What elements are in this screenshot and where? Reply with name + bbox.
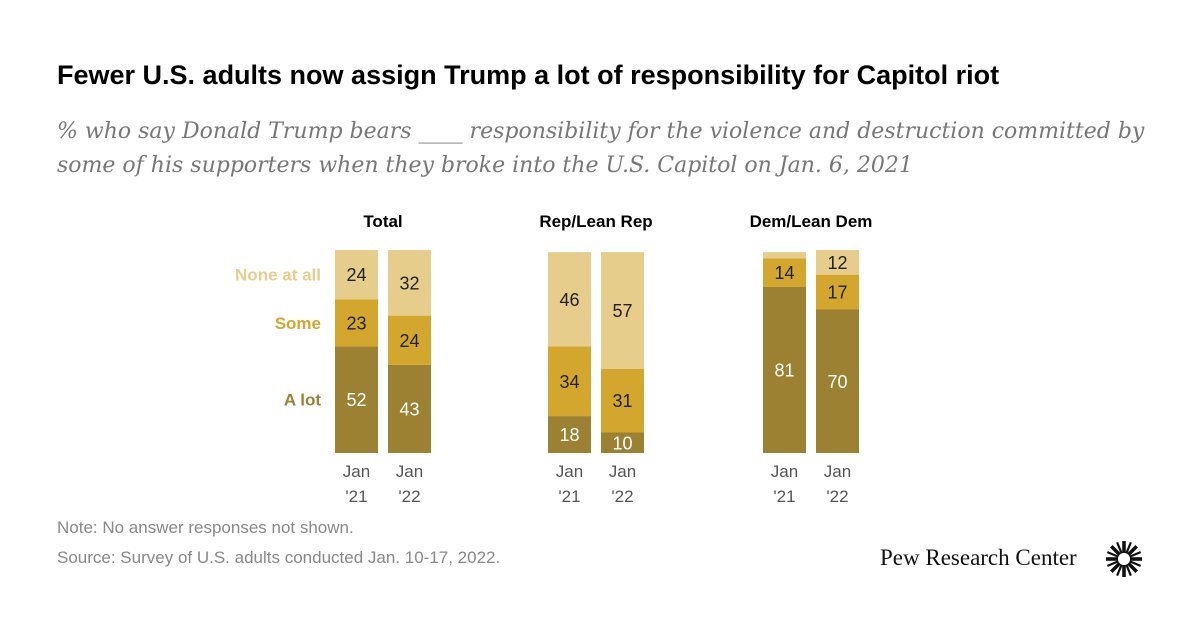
bar-value-label: 10 [612, 433, 632, 453]
bar-value-label: 46 [559, 290, 579, 310]
bar-value-label: 23 [346, 313, 366, 333]
bar-segment-total-none-at-all-0 [335, 250, 378, 300]
x-tick-label-total-1-line2: '22 [398, 487, 420, 506]
bar-segment-rep-lean-rep-some-1 [601, 368, 644, 433]
pew-sunburst-icon [1106, 541, 1142, 577]
bar-value-label: 18 [559, 425, 579, 445]
bar-segment-rep-lean-rep-none-at-all-1 [601, 252, 644, 369]
bar-value-label: 17 [827, 283, 847, 303]
x-tick-label-dem-lean-dem-0-line2: '21 [773, 487, 795, 506]
bar-segment-rep-lean-rep-some-0 [548, 346, 591, 417]
x-tick-label-rep-lean-rep-1-line2: '22 [611, 487, 633, 506]
x-tick-label-total-0-line1: Jan [343, 462, 370, 481]
bar-segment-dem-lean-dem-a-lot-0 [763, 286, 806, 453]
legend-label-a-lot: A lot [284, 391, 321, 410]
x-tick-label-dem-lean-dem-0-line1: Jan [771, 462, 798, 481]
x-tick-label-rep-lean-rep-0-line1: Jan [556, 462, 583, 481]
bar-segment-dem-lean-dem-a-lot-1 [816, 309, 859, 453]
panel-title-dem-lean-dem: Dem/Lean Dem [750, 212, 873, 231]
x-tick-label-rep-lean-rep-0-line2: '21 [558, 487, 580, 506]
bar-value-label: 24 [346, 265, 366, 285]
bar-segment-total-some-0 [335, 299, 378, 347]
chart-source: Source: Survey of U.S. adults conducted … [57, 548, 501, 567]
bar-segment-dem-lean-dem-some-0 [763, 258, 806, 287]
bar-value-label: 12 [827, 253, 847, 273]
bar-value-label: 70 [827, 372, 847, 392]
bar-segment-rep-lean-rep-none-at-all-0 [548, 252, 591, 347]
chart-note: Note: No answer responses not shown. [57, 518, 354, 537]
bar-value-label: 24 [399, 331, 419, 351]
x-tick-label-dem-lean-dem-1-line2: '22 [826, 487, 848, 506]
panel-title-rep-lean-rep: Rep/Lean Rep [539, 212, 652, 231]
bar-value-label: 81 [774, 360, 794, 380]
bar-value-label: 57 [612, 301, 632, 321]
legend-label-some: Some [275, 314, 321, 333]
bar-segment-total-none-at-all-1 [388, 250, 431, 316]
bar-value-label: 43 [399, 399, 419, 419]
chart-title: Fewer U.S. adults now assign Trump a lot… [57, 60, 1000, 90]
legend-label-none-at-all: None at all [235, 266, 321, 285]
x-tick-label-rep-lean-rep-1-line1: Jan [609, 462, 636, 481]
x-tick-label-total-1-line1: Jan [396, 462, 423, 481]
bar-segment-rep-lean-rep-a-lot-0 [548, 416, 591, 453]
bar-value-label: 52 [346, 390, 366, 410]
panel-title-total: Total [363, 212, 402, 231]
bar-segment-total-a-lot-1 [388, 364, 431, 453]
bar-segment-rep-lean-rep-a-lot-1 [601, 432, 644, 453]
bar-value-label: 14 [774, 263, 794, 283]
x-tick-label-total-0-line2: '21 [345, 487, 367, 506]
bar-segment-dem-lean-dem-none-at-all-0 [763, 252, 806, 259]
x-tick-label-dem-lean-dem-1-line1: Jan [824, 462, 851, 481]
bar-value-label: 31 [612, 391, 632, 411]
bar-segment-total-some-1 [388, 315, 431, 365]
bar-segment-total-a-lot-0 [335, 346, 378, 453]
pew-research-center-logo-text: Pew Research Center [880, 545, 1077, 570]
chart-subtitle: % who say Donald Trump bears ____ respon… [57, 119, 1145, 178]
bar-segment-dem-lean-dem-some-1 [816, 274, 859, 310]
bar-segment-dem-lean-dem-none-at-all-1 [816, 250, 859, 275]
bar-value-label: 34 [559, 372, 579, 392]
bar-value-label: 32 [399, 273, 419, 293]
